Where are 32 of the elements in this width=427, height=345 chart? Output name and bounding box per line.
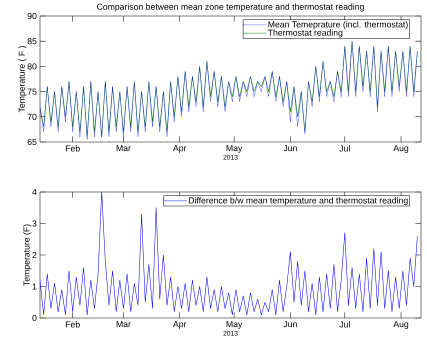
- y-tick-label: 70: [28, 114, 37, 120]
- y-tick-label: 90: [28, 12, 37, 20]
- x-tick-label: Jun: [284, 145, 297, 152]
- x-tick-label: Jul: [339, 145, 350, 152]
- x-tick-label: Jul: [339, 321, 350, 328]
- y-tick-label: 4: [32, 189, 37, 195]
- x-tick-label: May: [226, 321, 242, 329]
- x-tick-label: Aug: [393, 145, 408, 153]
- x-tick-label: Feb: [66, 321, 80, 328]
- x-tick-label: Jun: [284, 321, 297, 328]
- y-axis-title: Temperature (F): [23, 224, 32, 286]
- x-tick-label: Apr: [172, 145, 186, 153]
- y-tick-label: 0: [32, 314, 37, 322]
- y-tick-label: 3: [32, 220, 36, 227]
- legend-label: Mean Temeprature (incl. thermostat): [268, 21, 408, 30]
- chart-title: Comparison between mean zone temperature and thermostat reading: [97, 3, 364, 12]
- x-tick-label: Mar: [116, 321, 131, 328]
- y-tick-label: 2: [32, 252, 36, 258]
- x-tick-label: May: [226, 145, 242, 153]
- legend-label: Thermostat reading: [268, 29, 342, 38]
- line-series: [40, 192, 418, 316]
- x-tick-label: Mar: [116, 145, 131, 152]
- y-tick-label: 85: [28, 38, 36, 44]
- y-tick-label: 1: [32, 284, 36, 290]
- x-tick-label: Feb: [66, 145, 80, 152]
- y-tick-label: 75: [28, 88, 36, 95]
- y-tick-label: 80: [28, 63, 37, 70]
- x-tick-label: Aug: [393, 321, 408, 329]
- legend-label: Difference b/w mean temperature and thermostat reading: [188, 197, 408, 206]
- y-tick-label: 65: [28, 138, 36, 146]
- y-axis-title: Temperature ( F ): [18, 46, 26, 112]
- x-tick-label: Apr: [172, 321, 186, 329]
